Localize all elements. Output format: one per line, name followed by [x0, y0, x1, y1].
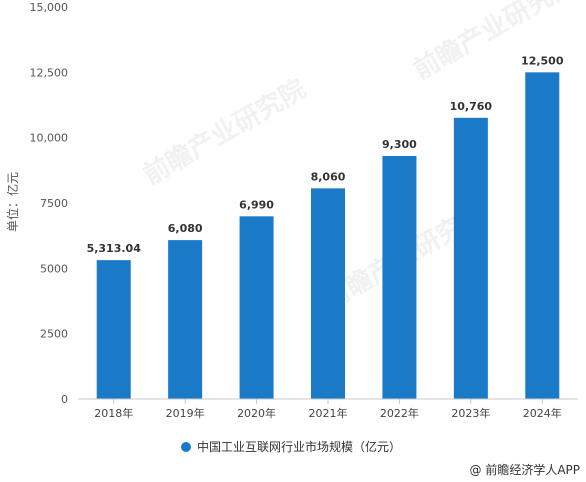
legend: 中国工业互联网行业市场规模（亿元） — [181, 439, 401, 454]
data-label: 6,990 — [239, 198, 274, 211]
x-tick-label: 2019年 — [166, 406, 205, 420]
y-axis-label: 单位：亿元 — [5, 172, 20, 232]
legend-marker — [181, 442, 191, 452]
data-label: 8,060 — [311, 170, 346, 183]
y-axis: 0 2500 5000 7500 10,000 12,500 15,000 — [30, 1, 69, 406]
x-tick-label: 2018年 — [94, 406, 133, 420]
x-axis: 2018年 2019年 2020年 2021年 2022年 2023年 2024年 — [78, 398, 578, 420]
y-tick-label: 2500 — [40, 328, 68, 341]
x-tick-label: 2020年 — [237, 406, 276, 420]
bar — [168, 240, 203, 399]
legend-label: 中国工业互联网行业市场规模（亿元） — [197, 439, 401, 454]
data-label: 5,313.04 — [87, 242, 142, 255]
y-tick-label: 7500 — [40, 197, 68, 210]
watermark-1: 前瞻产业研究院 — [138, 73, 311, 191]
y-tick-label: 5000 — [40, 262, 68, 275]
credit-text: @ 前瞻经济学人APP — [470, 462, 581, 477]
bar — [382, 155, 417, 399]
data-label: 9,300 — [382, 138, 417, 151]
x-tick-label: 2022年 — [380, 406, 419, 420]
x-tick-label: 2023年 — [451, 406, 490, 420]
y-tick-label: 10,000 — [30, 132, 69, 145]
bar — [453, 117, 488, 400]
bar — [96, 260, 131, 399]
data-label: 10,760 — [450, 100, 493, 113]
y-tick-label: 12,500 — [30, 66, 69, 79]
x-tick-label: 2024年 — [523, 406, 562, 420]
bar — [311, 188, 345, 399]
watermarks: 前瞻产业研究院 前瞻产业研究院 前瞻产业研究院 — [138, 0, 581, 316]
y-tick-label: 15,000 — [30, 1, 69, 14]
y-tick-label: 0 — [61, 393, 68, 406]
bars: 5,313.04 6,080 6,990 8,060 9,300 10,760 12,500 — [87, 54, 564, 400]
data-label: 12,500 — [521, 54, 564, 67]
x-tick-label: 2021年 — [309, 406, 348, 420]
data-label: 6,080 — [168, 222, 203, 235]
bar — [525, 72, 560, 399]
bar — [239, 216, 274, 399]
